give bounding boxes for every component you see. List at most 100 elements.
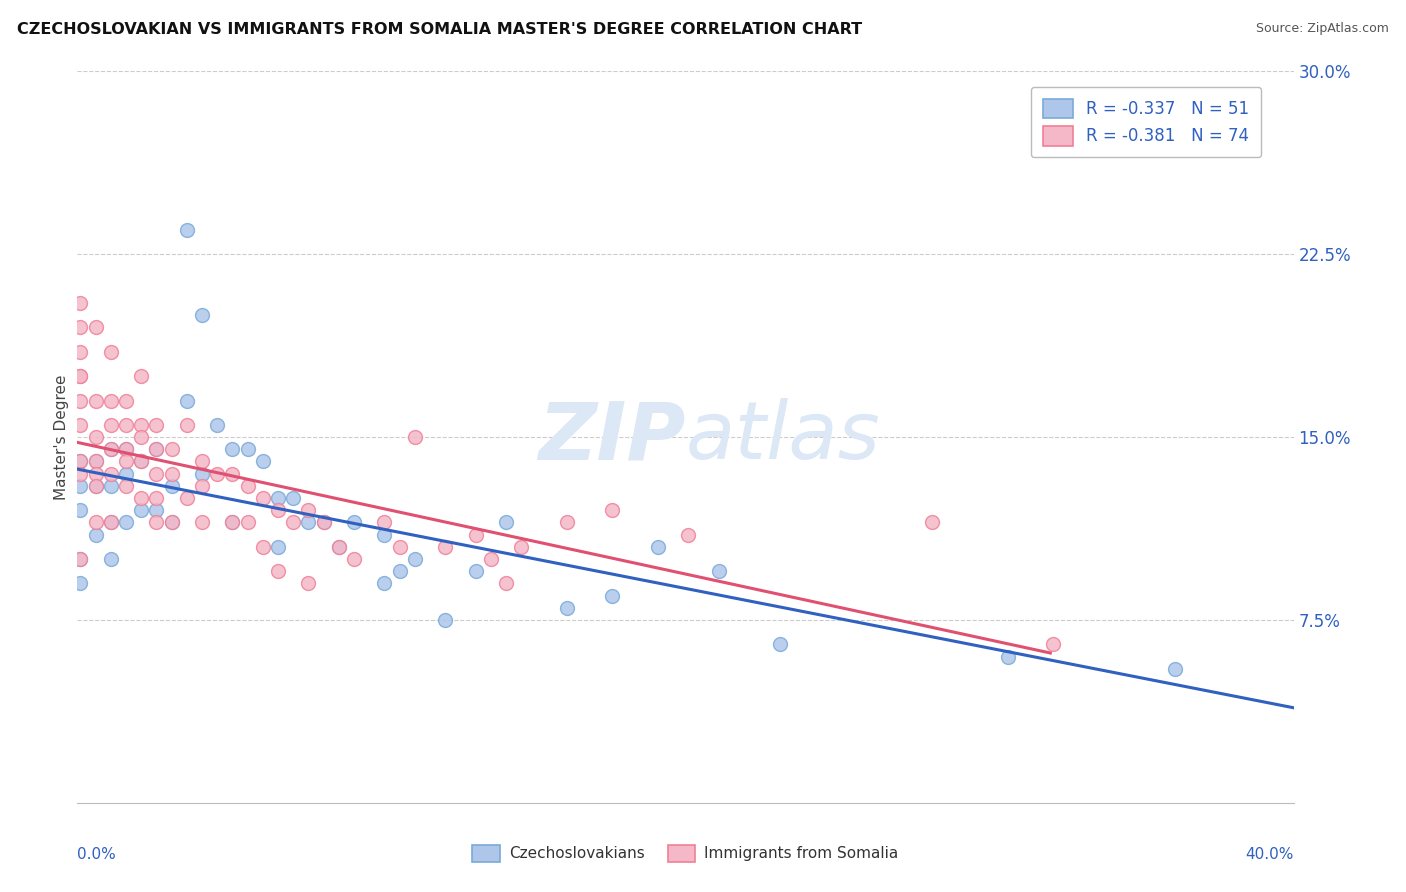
Point [84, 454, 107, 468]
Point [328, 540, 350, 554]
Point [205, 417, 228, 432]
Point [191, 467, 214, 481]
Point [236, 516, 259, 530]
Point [115, 516, 138, 530]
Text: 0.0%: 0.0% [77, 847, 117, 862]
Point [69, 552, 91, 566]
Point [707, 564, 730, 578]
Point [84, 479, 107, 493]
Point [160, 479, 183, 493]
Point [100, 442, 122, 457]
Y-axis label: Master's Degree: Master's Degree [53, 375, 69, 500]
Point [115, 442, 138, 457]
Point [115, 467, 138, 481]
Point [100, 552, 122, 566]
Point [191, 308, 214, 322]
Point [388, 564, 411, 578]
Point [84, 516, 107, 530]
Point [479, 552, 502, 566]
Point [921, 516, 943, 530]
Text: atlas: atlas [686, 398, 880, 476]
Point [100, 417, 122, 432]
Point [176, 393, 198, 408]
Point [115, 417, 138, 432]
Point [510, 540, 533, 554]
Point [205, 467, 228, 481]
Point [434, 540, 457, 554]
Point [129, 417, 152, 432]
Point [69, 454, 91, 468]
Point [283, 516, 305, 530]
Point [69, 467, 91, 481]
Point [69, 454, 91, 468]
Point [464, 527, 486, 541]
Point [100, 393, 122, 408]
Point [555, 516, 578, 530]
Point [115, 393, 138, 408]
Text: Source: ZipAtlas.com: Source: ZipAtlas.com [1256, 22, 1389, 36]
Point [115, 442, 138, 457]
Point [221, 516, 243, 530]
Point [495, 576, 517, 591]
Point [997, 649, 1019, 664]
Point [555, 600, 578, 615]
Point [312, 516, 335, 530]
Point [602, 503, 624, 517]
Point [100, 516, 122, 530]
Point [678, 527, 700, 541]
Point [100, 344, 122, 359]
Point [160, 467, 183, 481]
Point [191, 516, 214, 530]
Point [373, 516, 395, 530]
Point [464, 564, 486, 578]
Point [84, 454, 107, 468]
Point [100, 442, 122, 457]
Point [100, 467, 122, 481]
Point [69, 417, 91, 432]
Point [221, 442, 243, 457]
Point [297, 576, 319, 591]
Point [252, 540, 274, 554]
Legend: Czechoslovakians, Immigrants from Somalia: Czechoslovakians, Immigrants from Somali… [467, 838, 904, 868]
Point [769, 637, 792, 651]
Point [69, 503, 91, 517]
Point [129, 454, 152, 468]
Point [69, 369, 91, 384]
Point [145, 442, 167, 457]
Point [252, 491, 274, 505]
Point [115, 479, 138, 493]
Point [373, 576, 395, 591]
Point [267, 540, 290, 554]
Point [160, 516, 183, 530]
Point [267, 564, 290, 578]
Point [495, 516, 517, 530]
Point [1164, 662, 1187, 676]
Point [84, 479, 107, 493]
Point [84, 467, 107, 481]
Point [1042, 637, 1064, 651]
Point [69, 479, 91, 493]
Point [252, 454, 274, 468]
Point [283, 491, 305, 505]
Point [602, 589, 624, 603]
Point [176, 223, 198, 237]
Point [145, 503, 167, 517]
Point [160, 516, 183, 530]
Point [267, 491, 290, 505]
Point [221, 467, 243, 481]
Point [343, 552, 366, 566]
Point [176, 417, 198, 432]
Point [267, 503, 290, 517]
Point [69, 576, 91, 591]
Point [388, 540, 411, 554]
Point [145, 491, 167, 505]
Point [145, 442, 167, 457]
Point [404, 552, 426, 566]
Point [434, 613, 457, 627]
Point [129, 430, 152, 444]
Point [160, 442, 183, 457]
Point [176, 491, 198, 505]
Point [145, 417, 167, 432]
Point [69, 393, 91, 408]
Point [191, 454, 214, 468]
